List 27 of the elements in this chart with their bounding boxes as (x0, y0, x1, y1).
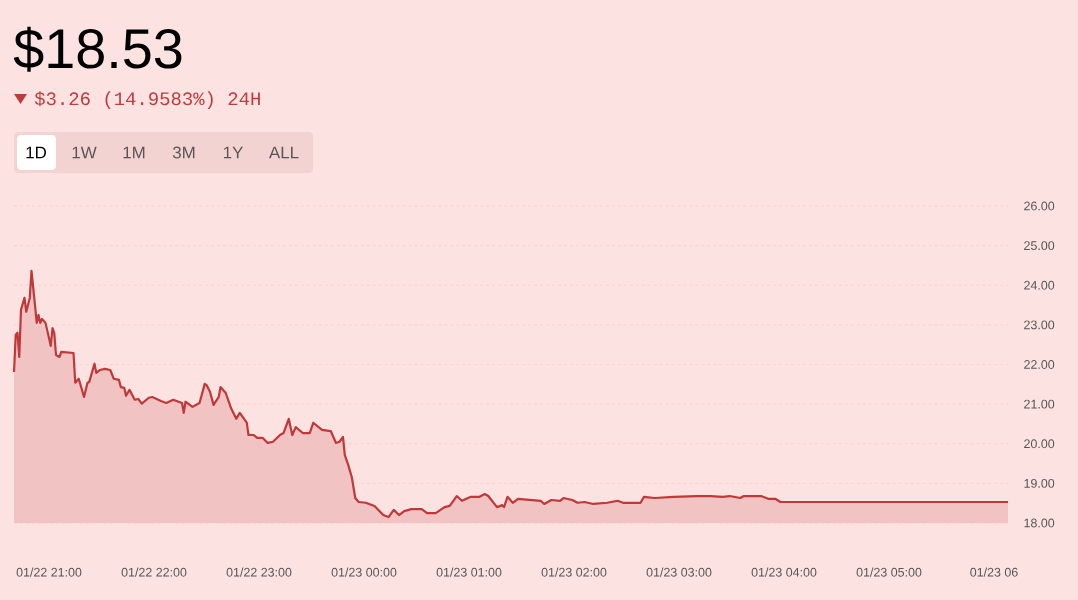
x-tick-label: 01/22 22:00 (121, 567, 187, 577)
x-tick-label: 01/23 01:00 (436, 567, 502, 577)
x-tick-label: 01/23 00:00 (331, 567, 397, 577)
x-tick-label: 01/23 06 (970, 567, 1018, 577)
y-tick-label: 19.00 (1024, 478, 1055, 488)
text: 1Y (223, 146, 243, 159)
text: 1M (123, 146, 145, 159)
x-tick-label: 01/23 04:00 (751, 567, 817, 577)
y-tick-label: 21.00 (1024, 399, 1055, 409)
y-tick-label: 22.00 (1024, 360, 1055, 369)
y-tick-label: 25.00 (1024, 241, 1055, 251)
y-tick-label: 18.00 (1024, 518, 1055, 528)
chart-subtitle: $3.26 (14.9583%) 24H (34, 91, 260, 109)
x-tick-label: 01/22 21:00 (16, 567, 82, 577)
y-tick-label: 20.00 (1024, 439, 1055, 449)
x-tick-label: 01/23 05:00 (856, 567, 922, 577)
y-tick-label: 26.00 (1024, 201, 1055, 211)
chart-title: $18.53 (13, 26, 182, 72)
x-tick-label: 01/23 02:00 (541, 567, 607, 577)
text: 1W (72, 146, 97, 159)
x-tick-label: 01/22 23:00 (226, 567, 292, 577)
text: 1D (26, 146, 47, 159)
y-tick-label: 23.00 (1024, 320, 1055, 330)
text: ALL (268, 146, 299, 159)
text: 3M (172, 146, 195, 159)
y-tick-label: 24.00 (1024, 280, 1055, 290)
x-tick-label: 01/23 03:00 (646, 567, 712, 577)
